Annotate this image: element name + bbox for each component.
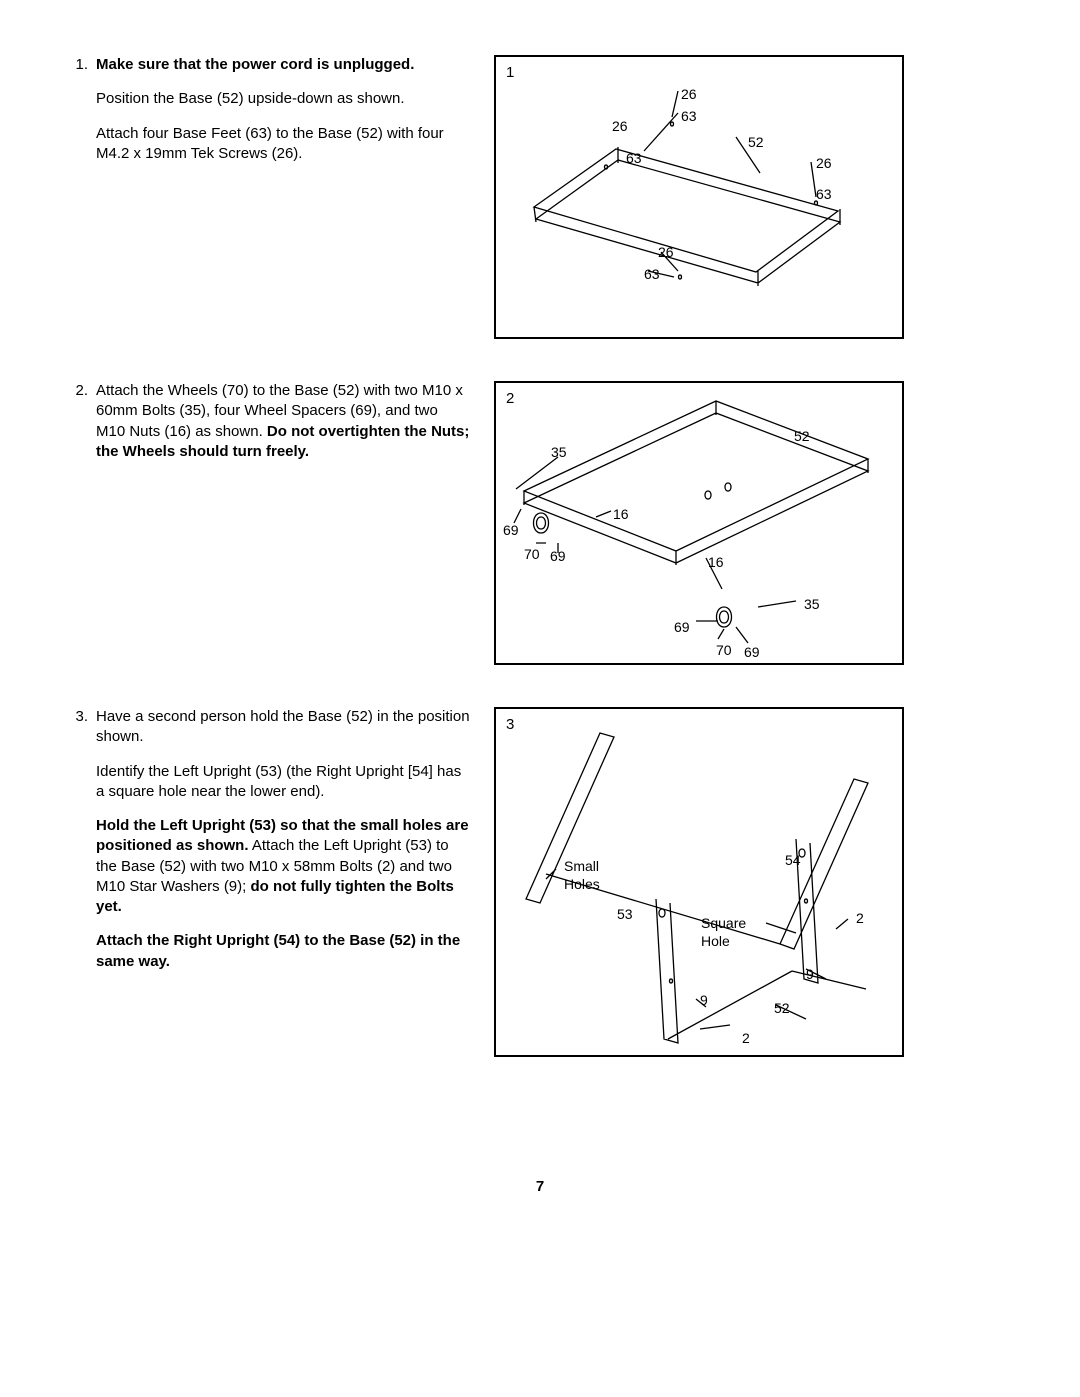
step-paragraph: Make sure that the power cord is unplugg… — [96, 55, 470, 75]
step-body: Make sure that the power cord is unplugg… — [96, 55, 470, 178]
callout-label: 9 — [700, 991, 708, 1010]
callout-label: 70 — [524, 545, 540, 564]
callout-label: 2 — [856, 909, 864, 928]
callout-label: 26 — [816, 154, 832, 173]
callout-label: 52 — [794, 427, 810, 446]
assembly-diagram-1 — [496, 57, 906, 341]
step-paragraph: Identify the Left Upright (53) (the Righ… — [96, 762, 470, 803]
step-body: Attach the Wheels (70) to the Base (52) … — [96, 381, 470, 476]
callout-label: Holes — [564, 875, 600, 894]
figure-box-1: 1266326635226632663 — [494, 55, 904, 339]
callout-label: 16 — [708, 553, 724, 572]
callout-label: 26 — [681, 85, 697, 104]
callout-label: 63 — [626, 149, 642, 168]
step-text-col: 1. Make sure that the power cord is unplu… — [70, 55, 470, 178]
callout-label: 2 — [742, 1029, 750, 1048]
step-paragraph: Attach the Right Upright (54) to the Bas… — [96, 931, 470, 972]
callout-label: 16 — [613, 505, 629, 524]
step-row-3: 3. Have a second person hold the Base (52… — [70, 707, 1010, 1057]
callout-label: 26 — [658, 243, 674, 262]
callout-label: Hole — [701, 932, 730, 951]
callout-label: 53 — [617, 905, 633, 924]
callout-label: 26 — [612, 117, 628, 136]
page-number: 7 — [70, 1177, 1010, 1197]
step-paragraph: Hold the Left Upright (53) so that the s… — [96, 816, 470, 917]
step-paragraph: Attach the Wheels (70) to the Base (52) … — [96, 381, 470, 462]
callout-label: 63 — [681, 107, 697, 126]
step-body: Have a second person hold the Base (52) … — [96, 707, 470, 986]
callout-label: 52 — [774, 999, 790, 1018]
callout-label: 69 — [674, 618, 690, 637]
callout-label: Small — [564, 857, 599, 876]
callout-label: 35 — [551, 443, 567, 462]
callout-label: 69 — [550, 547, 566, 566]
callout-label: 69 — [503, 521, 519, 540]
figure-box-2: 25235166970691635697069 — [494, 381, 904, 665]
callout-label: 69 — [744, 643, 760, 662]
figure-box-3: 3SmallHoles5453SquareHole299522 — [494, 707, 904, 1057]
callout-label: 63 — [816, 185, 832, 204]
step-number: 2. — [70, 381, 88, 401]
step-row-1: 1. Make sure that the power cord is unplu… — [70, 55, 1010, 339]
callout-label: 63 — [644, 265, 660, 284]
callout-label: 35 — [804, 595, 820, 614]
step-paragraph: Position the Base (52) upside-down as sh… — [96, 89, 470, 109]
step-paragraph: Attach four Base Feet (63) to the Base (… — [96, 124, 470, 165]
assembly-diagram-2 — [496, 383, 906, 667]
step-text-col: 3. Have a second person hold the Base (52… — [70, 707, 470, 986]
step-text-col: 2. Attach the Wheels (70) to the Base (52… — [70, 381, 470, 476]
callout-label: 54 — [785, 851, 801, 870]
step-paragraph: Have a second person hold the Base (52) … — [96, 707, 470, 748]
callout-label: 70 — [716, 641, 732, 660]
step-number: 1. — [70, 55, 88, 75]
callout-label: 52 — [748, 133, 764, 152]
callout-label: Square — [701, 914, 746, 933]
step-number: 3. — [70, 707, 88, 727]
step-row-2: 2. Attach the Wheels (70) to the Base (52… — [70, 381, 1010, 665]
callout-label: 9 — [806, 965, 814, 984]
